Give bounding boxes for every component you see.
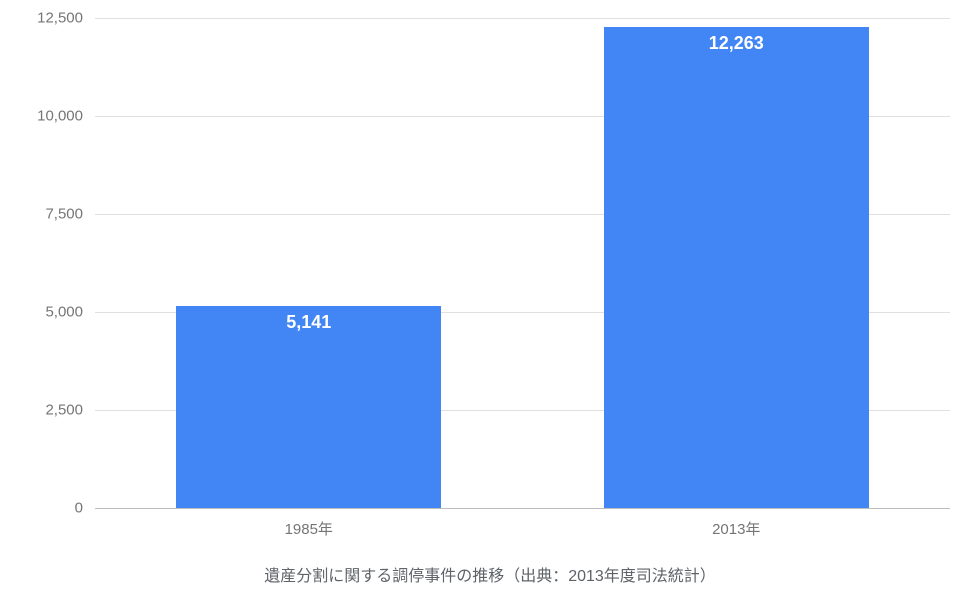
ytick-label: 5,000 xyxy=(45,304,95,321)
gridline xyxy=(95,18,950,19)
bar-chart: 0 2,500 5,000 7,500 10,000 12,500 5,141 1985年 12… xyxy=(0,0,980,607)
baseline xyxy=(95,508,950,509)
chart-caption: 遺産分割に関する調停事件の推移（出典：2013年度司法統計） xyxy=(264,562,716,586)
bar-value-label: 5,141 xyxy=(286,312,331,333)
xtick-label: 1985年 xyxy=(285,508,333,539)
ytick-label: 7,500 xyxy=(45,206,95,223)
ytick-label: 2,500 xyxy=(45,402,95,419)
bar-value-label: 12,263 xyxy=(709,33,764,54)
ytick-label: 10,000 xyxy=(37,108,95,125)
bar: 5,141 xyxy=(176,306,441,508)
ytick-label: 12,500 xyxy=(37,10,95,27)
plot-area: 02,5005,0007,50010,00012,5005,1411985年12… xyxy=(95,18,950,508)
xtick-label: 2013年 xyxy=(712,508,760,539)
bar: 12,263 xyxy=(604,27,869,508)
ytick-label: 0 xyxy=(75,500,95,517)
